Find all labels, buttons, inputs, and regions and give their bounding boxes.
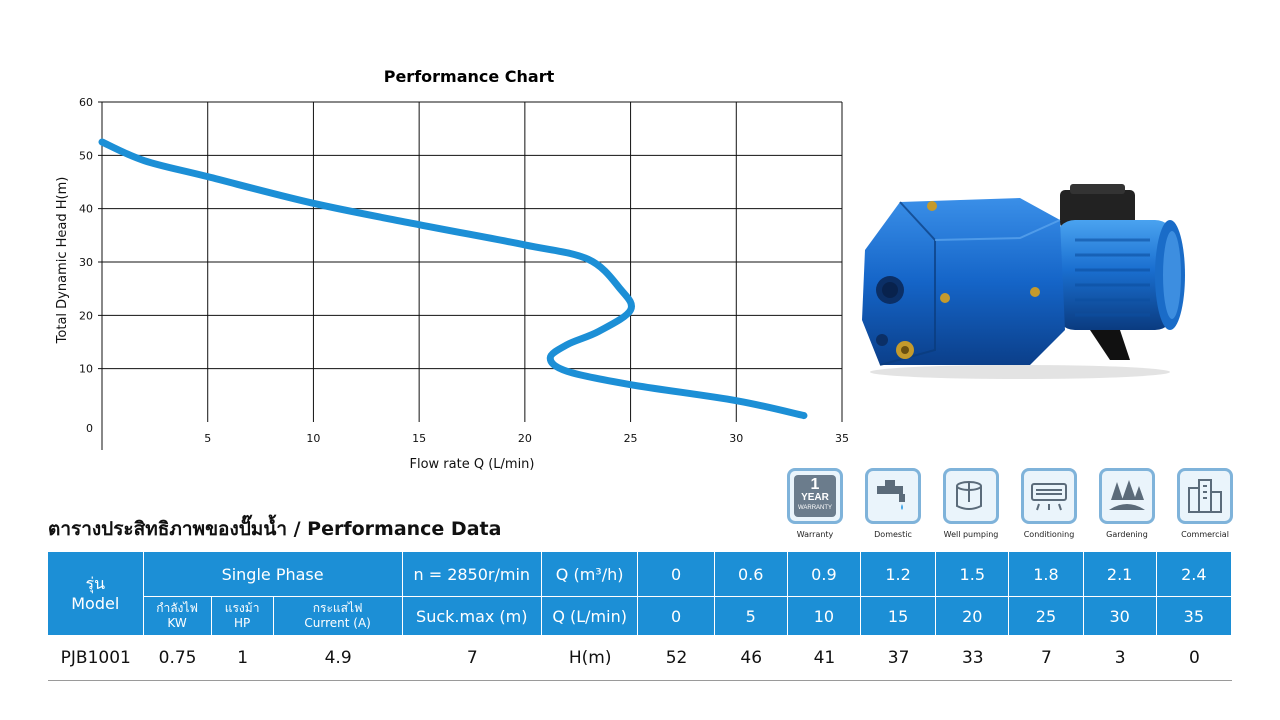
conditioning-item: Conditioning xyxy=(1012,468,1086,539)
domestic-label: Domestic xyxy=(874,530,912,539)
q-lmin-value: 25 xyxy=(1009,597,1084,636)
model-cell: PJB1001 xyxy=(48,636,144,681)
conditioning-icon xyxy=(1021,468,1077,524)
conditioning-label: Conditioning xyxy=(1023,530,1075,539)
h-label-cell: H(m) xyxy=(541,636,639,681)
h-value-cell: 3 xyxy=(1083,636,1157,681)
q-lmin-value: 35 xyxy=(1156,597,1232,636)
hp-header: แรงม้า HP xyxy=(211,597,274,636)
table-title: ตารางประสิทธิภาพของปั๊มน้ำ / Performance… xyxy=(48,518,502,540)
q-m3h-value: 0.6 xyxy=(714,552,788,597)
x-tick-label: 5 xyxy=(204,432,211,445)
q-lmin-value: 0 xyxy=(638,597,715,636)
well-pumping-item: Well pumping xyxy=(934,468,1008,539)
jet-pump-image xyxy=(862,184,1185,379)
chart-title: Performance Chart xyxy=(384,67,555,86)
h-value-cell: 41 xyxy=(787,636,861,681)
q-lmin-value: 20 xyxy=(936,597,1010,636)
x-tick-label: 20 xyxy=(518,432,532,445)
y-axis-label: Total Dynamic Head H(m) xyxy=(55,177,70,345)
q-lmin-value: 30 xyxy=(1083,597,1157,636)
h-value-cell: 52 xyxy=(638,636,715,681)
q-m3h-value: 1.2 xyxy=(860,552,937,597)
speed-header: n = 2850r/min xyxy=(402,552,542,597)
x-tick-label: 15 xyxy=(412,432,426,445)
kw-header: กำลังไฟ KW xyxy=(143,597,212,636)
gardening-item: Gardening xyxy=(1090,468,1164,539)
q-m3h-value: 1.8 xyxy=(1009,552,1084,597)
suck-cell: 7 xyxy=(402,636,542,681)
y-tick-label: 10 xyxy=(79,363,93,376)
q-lmin-value: 5 xyxy=(714,597,788,636)
chart-ticks: 5 10 15 20 25 30 35 0 10 20 30 40 50 60 xyxy=(79,96,849,445)
y-tick-label: 50 xyxy=(79,149,93,162)
performance-chart: Performance Chart 5 10 15 20 25 30 35 0 10 20 30 40… xyxy=(55,67,849,472)
warranty-item: 1 YEAR WARRANTY Warranty xyxy=(778,468,852,539)
table-row: PJB1001 0.75 1 4.9 7 H(m) 52 46 41 37 33… xyxy=(48,636,1232,681)
single-phase-header: Single Phase xyxy=(143,552,403,597)
commercial-label: Commercial xyxy=(1181,530,1229,539)
q-m3h-label: Q (m³/h) xyxy=(541,552,639,597)
q-m3h-value: 2.1 xyxy=(1083,552,1157,597)
well-pumping-icon xyxy=(943,468,999,524)
gardening-label: Gardening xyxy=(1106,530,1148,539)
domestic-icon xyxy=(865,468,921,524)
performance-curve xyxy=(98,138,808,420)
warranty-icon: 1 YEAR WARRANTY xyxy=(787,468,843,524)
y-tick-label: 60 xyxy=(79,96,93,109)
q-lmin-value: 15 xyxy=(860,597,937,636)
y-tick-label: 30 xyxy=(79,256,93,269)
y-tick-label: 0 xyxy=(86,422,93,435)
model-header: รุ่น Model xyxy=(48,552,144,636)
domestic-item: Domestic xyxy=(856,468,930,539)
q-lmin-label: Q (L/min) xyxy=(541,597,639,636)
x-axis-label: Flow rate Q (L/min) xyxy=(410,457,535,472)
q-m3h-value: 0 xyxy=(638,552,715,597)
h-value-cell: 0 xyxy=(1156,636,1232,681)
y-tick-label: 20 xyxy=(79,309,93,322)
suck-max-header: Suck.max (m) xyxy=(402,597,542,636)
q-m3h-value: 0.9 xyxy=(787,552,861,597)
gardening-icon xyxy=(1099,468,1155,524)
x-tick-label: 30 xyxy=(729,432,743,445)
h-value-cell: 33 xyxy=(936,636,1010,681)
x-tick-label: 25 xyxy=(624,432,638,445)
chart-grid xyxy=(98,101,843,450)
h-value-cell: 37 xyxy=(860,636,937,681)
commercial-icon xyxy=(1177,468,1233,524)
q-lmin-value: 10 xyxy=(787,597,861,636)
q-m3h-value: 1.5 xyxy=(936,552,1010,597)
x-tick-label: 35 xyxy=(835,432,849,445)
hp-cell: 1 xyxy=(211,636,274,681)
performance-table: รุ่น Model Single Phase n = 2850r/min Q … xyxy=(48,552,1232,681)
y-tick-label: 40 xyxy=(79,203,93,216)
h-value-cell: 7 xyxy=(1009,636,1084,681)
x-tick-label: 10 xyxy=(306,432,320,445)
q-m3h-value: 2.4 xyxy=(1156,552,1232,597)
current-cell: 4.9 xyxy=(273,636,403,681)
application-icons: 1 YEAR WARRANTY Warranty Domestic Well p… xyxy=(778,468,1238,548)
warranty-label: Warranty xyxy=(796,530,834,539)
kw-cell: 0.75 xyxy=(143,636,212,681)
current-header: กระแสไฟ Current (A) xyxy=(273,597,403,636)
commercial-item: Commercial xyxy=(1168,468,1242,539)
h-value-cell: 46 xyxy=(714,636,788,681)
well-pumping-label: Well pumping xyxy=(943,530,999,539)
